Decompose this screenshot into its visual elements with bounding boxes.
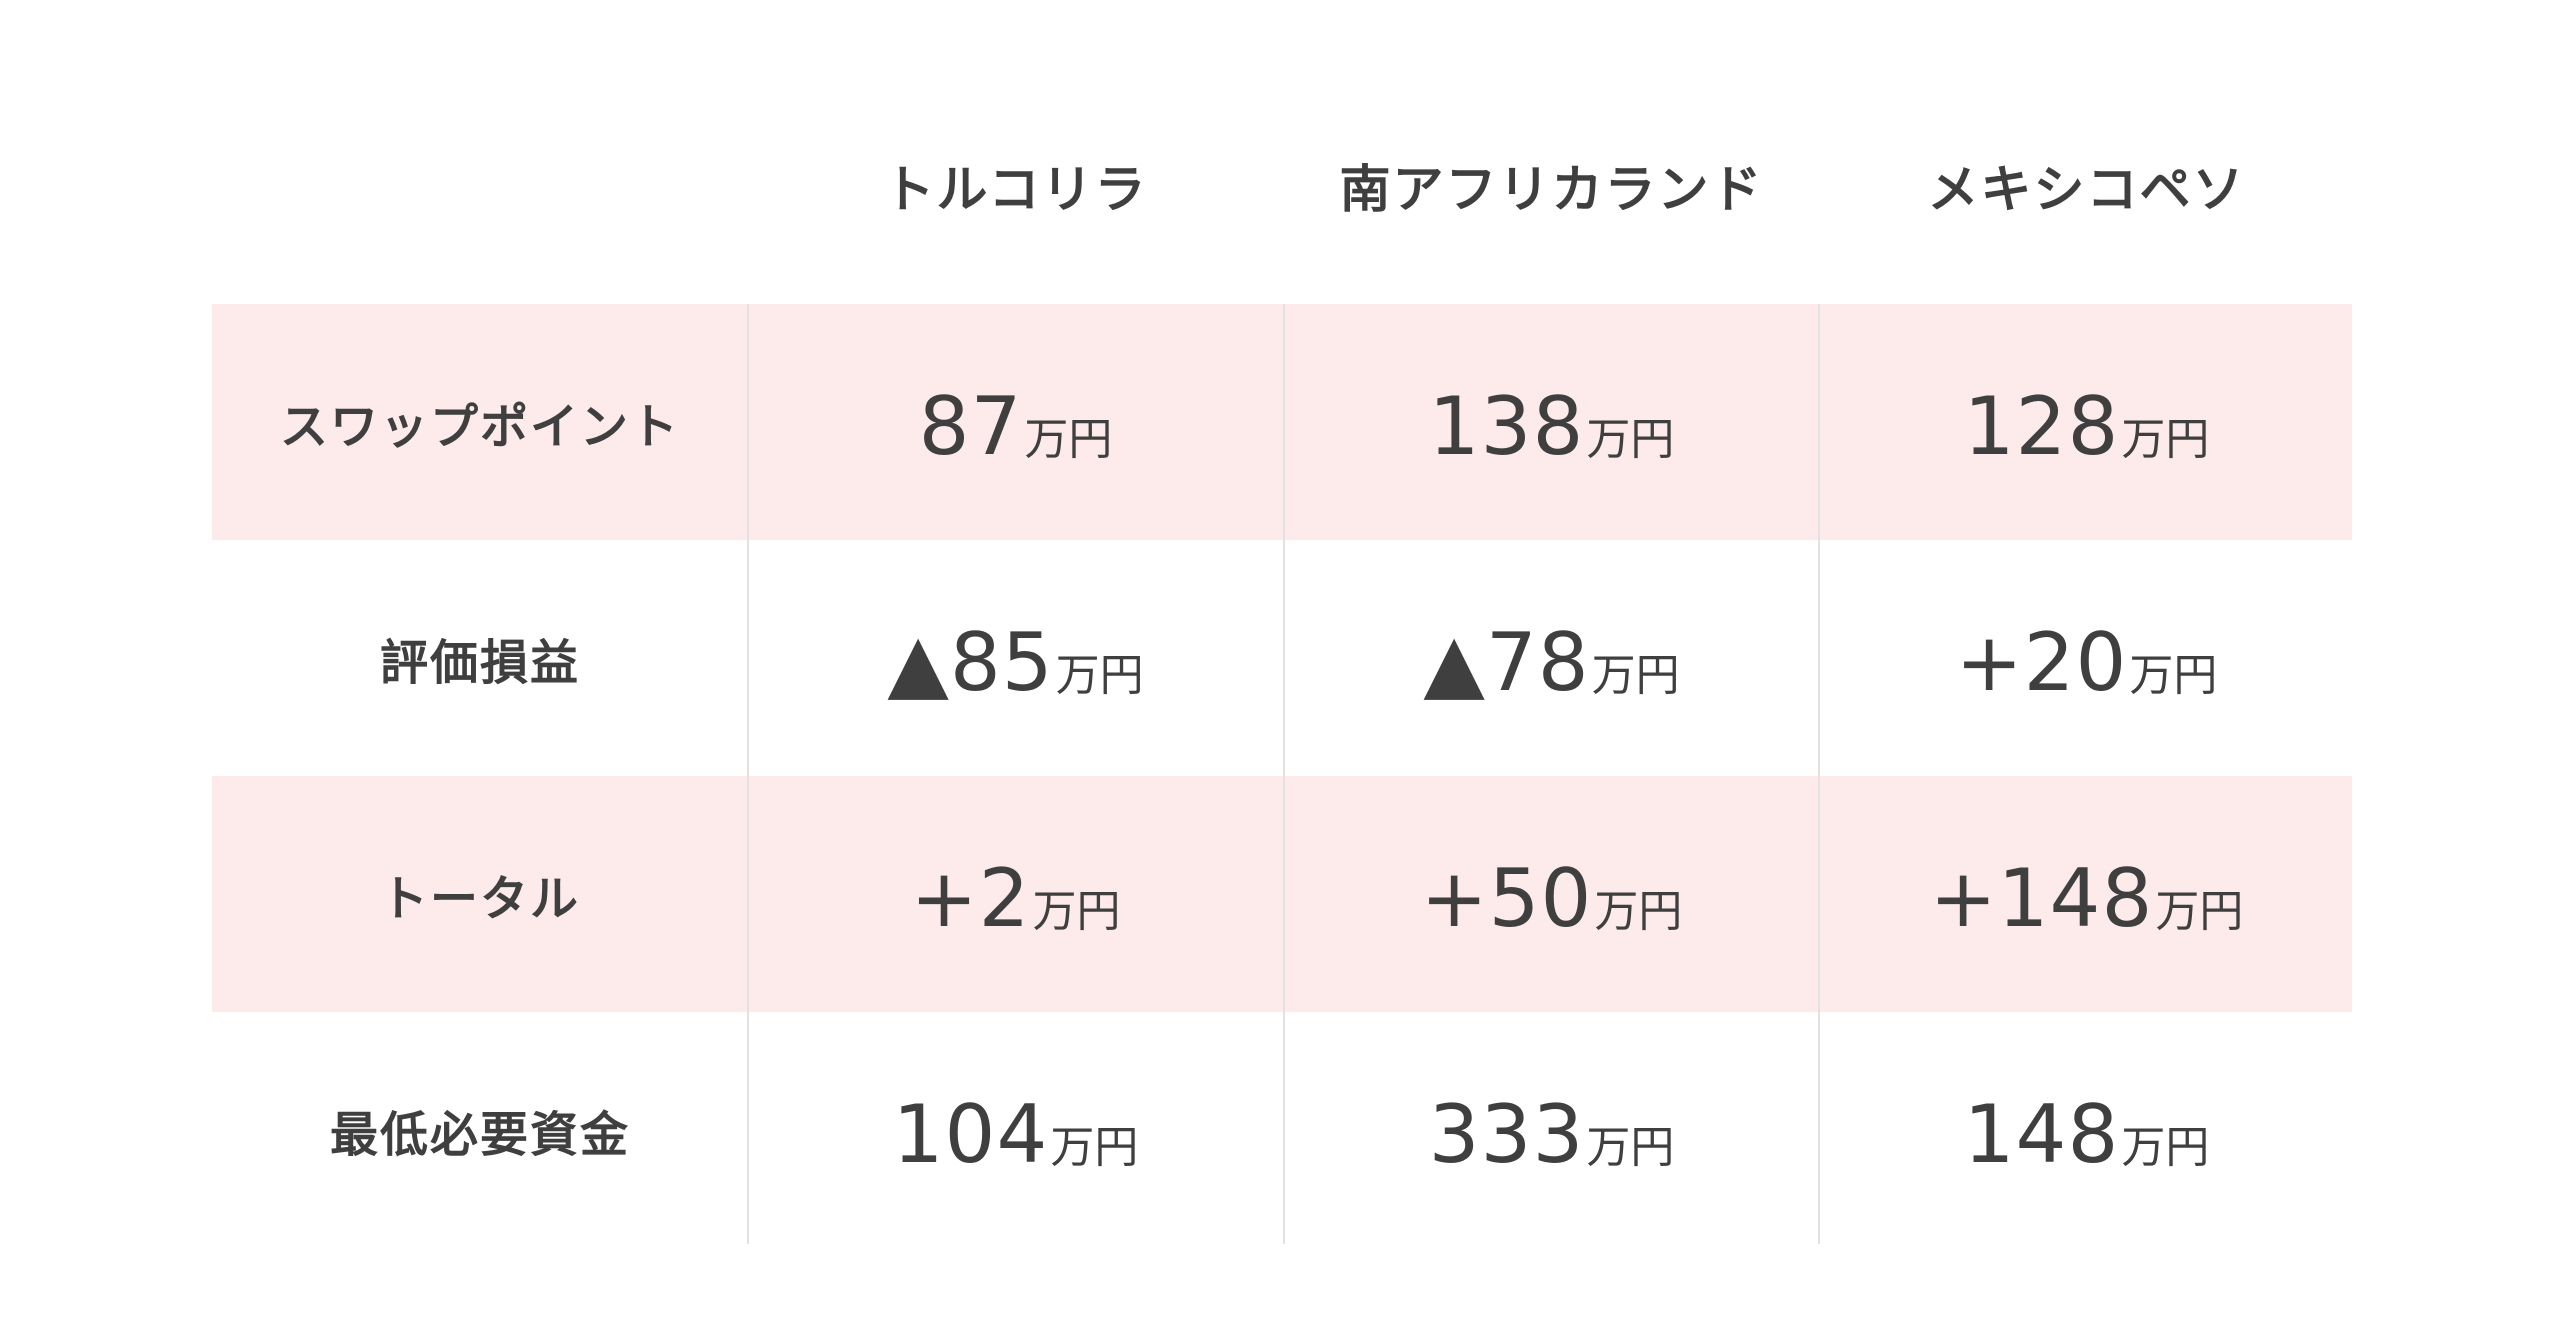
value-unit: 万円: [2155, 885, 2244, 937]
value-cell: +50 万円: [1284, 776, 1819, 1012]
value-unit: 万円: [1586, 1121, 1675, 1173]
table-header-row: トルコリラ 南アフリカランド メキシコペソ: [212, 100, 2352, 270]
value-cell: 333 万円: [1284, 1012, 1819, 1248]
row-label-unrealized-pl: 評価損益: [379, 635, 580, 691]
value-number: 87: [918, 379, 1023, 473]
value-unit: 万円: [1032, 885, 1121, 937]
table-row-unrealized-pl: 評価損益 ▲85 万円 ▲78 万円 +20 万円: [212, 540, 2352, 776]
row-label-swap-points: スワップポイント: [279, 399, 680, 455]
value-unit: 万円: [2121, 413, 2210, 465]
value-number: +50: [1420, 851, 1593, 945]
value-cell: +2 万円: [748, 776, 1283, 1012]
value-cell: +20 万円: [1819, 540, 2354, 776]
value-cell: 104 万円: [748, 1012, 1283, 1248]
value-number: 148: [1963, 1087, 2120, 1181]
column-divider: [747, 304, 749, 1244]
column-divider: [1818, 304, 1820, 1244]
value-number: ▲78: [1423, 615, 1590, 709]
value-unit: 万円: [2121, 1121, 2210, 1173]
value-cell: ▲85 万円: [748, 540, 1283, 776]
value-cell: +148 万円: [1819, 776, 2354, 1012]
value-unit: 万円: [1024, 413, 1113, 465]
value-cell: 87 万円: [748, 304, 1283, 540]
value-unit: 万円: [2129, 649, 2218, 701]
column-header-mexican-peso: メキシコペソ: [1927, 161, 2246, 220]
row-label-minimum-capital: 最低必要資金: [329, 1107, 630, 1163]
value-number: 104: [892, 1087, 1049, 1181]
value-number: ▲85: [887, 615, 1054, 709]
value-unit: 万円: [1594, 885, 1683, 937]
value-number: +20: [1955, 615, 2128, 709]
value-cell: 128 万円: [1819, 304, 2354, 540]
table-row-total: トータル +2 万円 +50 万円 +148 万円: [212, 776, 2352, 1012]
row-label-total: トータル: [379, 871, 580, 927]
value-unit: 万円: [1055, 649, 1144, 701]
value-unit: 万円: [1591, 649, 1680, 701]
value-number: 333: [1428, 1087, 1585, 1181]
table-row-swap-points: スワップポイント 87 万円 138 万円 128 万円: [212, 304, 2352, 540]
value-unit: 万円: [1586, 413, 1675, 465]
value-unit: 万円: [1050, 1121, 1139, 1173]
column-header-turkish-lira: トルコリラ: [883, 161, 1148, 220]
value-cell: 148 万円: [1819, 1012, 2354, 1248]
value-number: 128: [1963, 379, 2120, 473]
value-number: 138: [1428, 379, 1585, 473]
column-header-south-african-rand: 南アフリカランド: [1339, 161, 1764, 220]
value-cell: ▲78 万円: [1284, 540, 1819, 776]
value-number: +2: [910, 851, 1031, 945]
value-number: +148: [1929, 851, 2154, 945]
value-cell: 138 万円: [1284, 304, 1819, 540]
column-divider: [1283, 304, 1285, 1244]
table-row-minimum-capital: 最低必要資金 104 万円 333 万円 148 万円: [212, 1012, 2352, 1248]
